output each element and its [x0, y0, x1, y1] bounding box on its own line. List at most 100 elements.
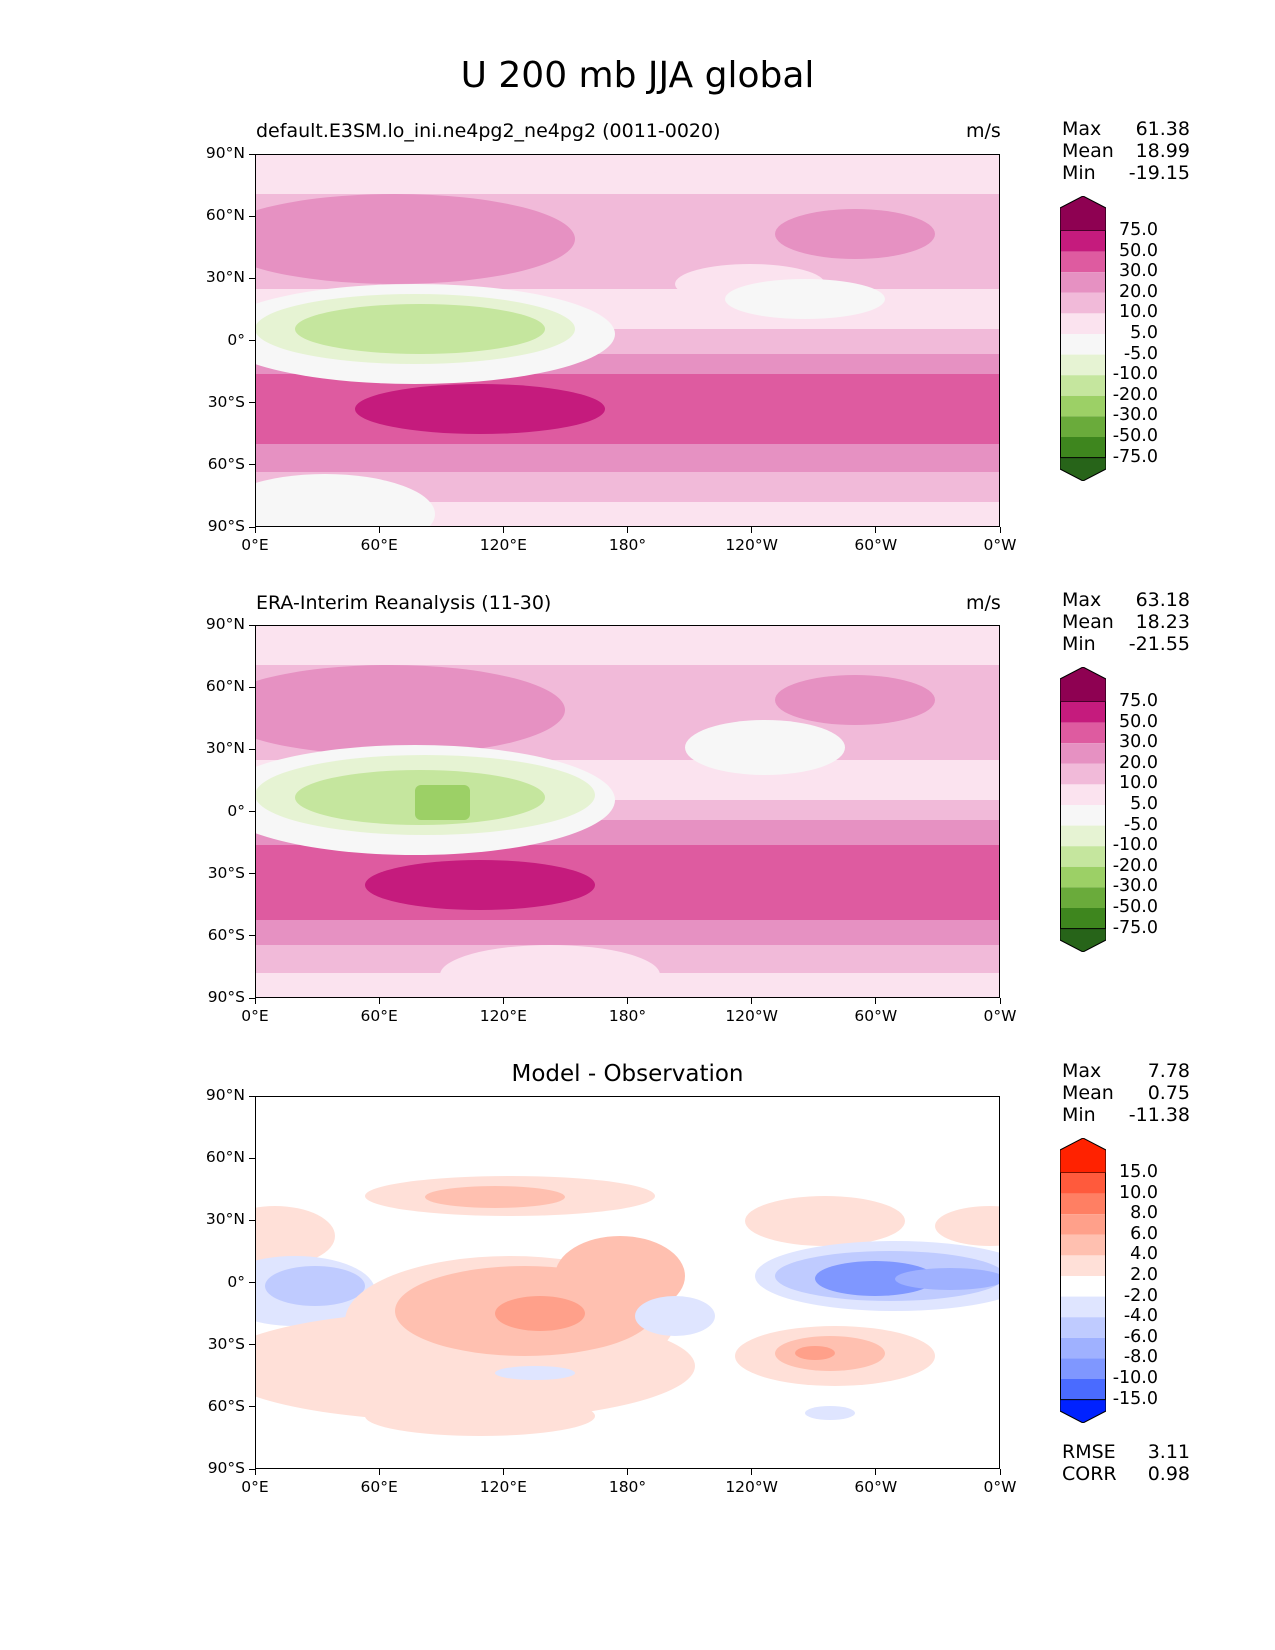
y-tick-mark — [249, 215, 255, 217]
y-tick-label: 90°S — [207, 517, 245, 535]
metrics-box: RMSE 3.11 CORR 0.98 — [1062, 1441, 1190, 1485]
x-tick-mark — [254, 527, 256, 533]
x-tick-mark — [378, 998, 380, 1004]
y-tick-label: 90°N — [205, 144, 245, 162]
x-tick-mark — [502, 998, 504, 1004]
stat-max: 61.38 — [1135, 118, 1190, 140]
x-tick-mark — [751, 1469, 753, 1475]
x-tick-label: 120°E — [479, 536, 527, 554]
y-tick-mark — [249, 464, 255, 466]
x-tick-mark — [254, 1469, 256, 1475]
y-tick-mark — [249, 1406, 255, 1408]
colorbar-labels: 15.0 10.0 8.0 6.0 4.0 2.0 -2.0 -4.0 -6.0 -8.0… — [1112, 1162, 1158, 1409]
y-tick-label: 60°N — [205, 206, 245, 225]
y-tick-mark — [249, 402, 255, 404]
x-tick-label: 120°W — [725, 1478, 778, 1496]
y-tick-mark — [249, 873, 255, 875]
x-tick-mark — [627, 998, 628, 1004]
stat-max: 63.18 — [1135, 589, 1190, 611]
x-tick-mark — [254, 998, 256, 1004]
x-tick-label: 0°W — [983, 1478, 1017, 1496]
x-tick-label: 120°W — [725, 1007, 778, 1025]
panel-title: default.E3SM.lo_ini.ne4pg2_ne4pg2 (0011-… — [256, 120, 721, 142]
y-tick-label: 30°N — [205, 268, 245, 287]
y-tick-label: 90°S — [207, 1459, 245, 1477]
y-tick-label: 60°N — [205, 677, 245, 696]
x-tick-label: 0°W — [983, 536, 1017, 554]
stat-max: 7.78 — [1147, 1060, 1190, 1082]
y-tick-mark — [249, 1468, 255, 1470]
panel-units: m/s — [966, 592, 1001, 614]
x-tick-mark — [875, 998, 877, 1004]
stat-mean: 0.75 — [1147, 1082, 1190, 1104]
y-tick-mark — [249, 277, 255, 279]
stats-box: Max 7.78 Mean 0.75 Min -11.38 — [1062, 1060, 1190, 1126]
x-tick-mark — [999, 998, 1001, 1004]
x-tick-mark — [627, 1469, 628, 1475]
x-tick-mark — [378, 1469, 380, 1475]
metric-rmse: 3.11 — [1147, 1441, 1190, 1463]
x-tick-label: 60°W — [854, 1478, 898, 1496]
panel-title: Model - Observation — [511, 1061, 744, 1087]
y-tick-label: 90°N — [205, 615, 245, 633]
y-tick-mark — [249, 935, 255, 937]
x-tick-label: 180° — [608, 536, 647, 554]
y-tick-label: 0° — [227, 1272, 245, 1291]
stats-box: Max 63.18 Mean 18.23 Min -21.55 — [1062, 589, 1190, 655]
x-tick-mark — [502, 527, 504, 533]
y-tick-label: 60°S — [207, 925, 245, 944]
y-tick-label: 30°N — [205, 1210, 245, 1229]
colorbar-labels: 75.0 50.0 30.0 20.0 10.0 5.0 -5.0 -10.0 -20.… — [1112, 691, 1158, 938]
y-tick-mark — [249, 1219, 255, 1221]
y-tick-mark — [249, 526, 255, 528]
stat-min: -21.55 — [1128, 633, 1190, 655]
x-tick-mark — [502, 1469, 504, 1475]
stat-mean: 18.23 — [1135, 611, 1190, 633]
map-observation — [255, 625, 1000, 998]
panel-title: ERA-Interim Reanalysis (11-30) — [256, 592, 552, 614]
x-tick-label: 120°E — [479, 1007, 527, 1025]
x-tick-label: 180° — [608, 1478, 647, 1496]
stats-box: Max 61.38 Mean 18.99 Min -19.15 — [1062, 118, 1190, 184]
figure-title: U 200 mb JJA global — [460, 55, 815, 96]
y-tick-mark — [249, 1344, 255, 1346]
y-tick-mark — [249, 340, 255, 341]
y-tick-mark — [249, 153, 255, 155]
x-tick-mark — [875, 1469, 877, 1475]
x-tick-mark — [751, 527, 753, 533]
stat-min: -11.38 — [1128, 1104, 1190, 1126]
x-tick-label: 60°E — [360, 536, 398, 554]
x-tick-mark — [875, 527, 877, 533]
colorbar — [1060, 667, 1106, 952]
x-tick-label: 180° — [608, 1007, 647, 1025]
x-tick-label: 120°W — [725, 536, 778, 554]
x-tick-label: 0°W — [983, 1007, 1017, 1025]
y-tick-label: 60°S — [207, 1396, 245, 1415]
y-tick-label: 30°S — [207, 392, 245, 411]
x-tick-label: 0°E — [241, 1478, 269, 1496]
y-tick-label: 0° — [227, 801, 245, 820]
y-tick-label: 30°N — [205, 739, 245, 758]
x-tick-mark — [627, 527, 628, 533]
y-tick-label: 60°S — [207, 454, 245, 473]
panel-units: m/s — [966, 120, 1001, 142]
x-tick-label: 60°E — [360, 1478, 398, 1496]
x-tick-mark — [378, 527, 380, 533]
y-tick-mark — [249, 1095, 255, 1097]
y-tick-mark — [249, 686, 255, 688]
y-tick-label: 60°N — [205, 1148, 245, 1167]
colorbar-labels: 75.0 50.0 30.0 20.0 10.0 5.0 -5.0 -10.0 -20.… — [1112, 220, 1158, 467]
y-tick-label: 90°S — [207, 988, 245, 1006]
metric-corr: 0.98 — [1147, 1463, 1190, 1485]
map-model — [255, 154, 1000, 527]
x-tick-label: 120°E — [479, 1478, 527, 1496]
colorbar — [1060, 1138, 1106, 1423]
x-tick-mark — [999, 527, 1001, 533]
y-tick-mark — [249, 748, 255, 750]
y-tick-mark — [249, 811, 255, 812]
y-tick-label: 30°S — [207, 1334, 245, 1353]
x-tick-mark — [999, 1469, 1001, 1475]
y-tick-mark — [249, 1157, 255, 1159]
x-tick-mark — [751, 998, 753, 1004]
y-tick-label: 90°N — [205, 1086, 245, 1104]
